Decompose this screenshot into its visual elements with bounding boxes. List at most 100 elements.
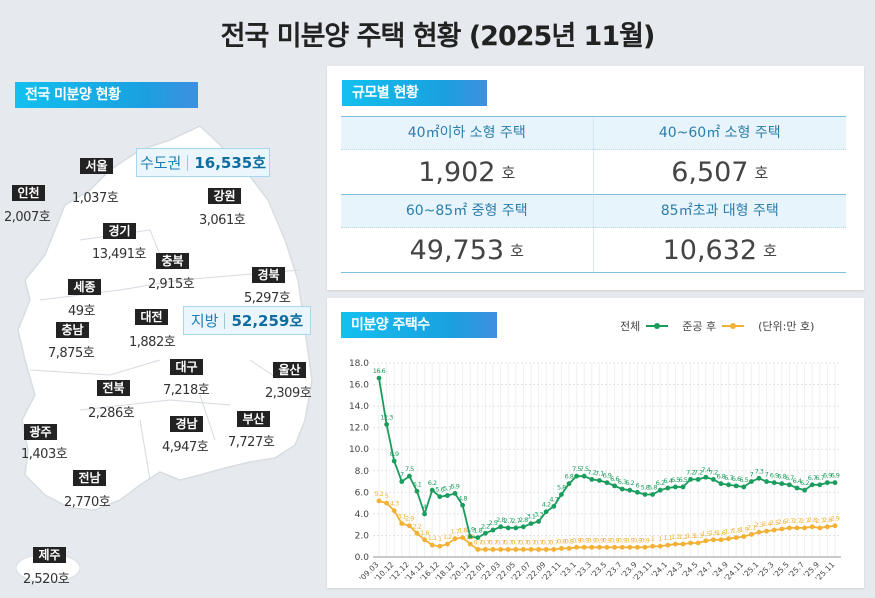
data-point [817,525,823,531]
line-chart: 0.02.04.06.08.010.012.014.016.018.0'09.0… [349,359,841,583]
data-label: 0.7 [519,538,528,546]
legend-marker-total [646,323,669,329]
region-label: 경북 [252,267,285,283]
data-point [391,458,397,464]
data-point [604,544,610,550]
page-title: 전국 미분양 주택 현황 (2025년 11월) [220,21,656,52]
x-tick-label: '24.3 [665,560,685,580]
data-point [749,479,754,484]
data-point [467,541,473,547]
y-tick-label: 6.0 [355,488,370,498]
size-section-header: 규모별 현황 [342,80,487,106]
data-label: 0.9 [625,536,634,544]
data-label: 6.9 [831,472,840,480]
size-label: 40~60㎡ 소형 주택 [593,117,846,150]
data-label: 6 [636,481,640,489]
data-point [597,478,602,483]
data-label: 2.7 [793,517,802,525]
data-point [505,525,511,531]
data-label: 0.7 [504,538,513,546]
data-label: 1.1 [663,534,672,542]
data-point [733,535,739,540]
data-label: 2.7 [511,517,520,525]
region-label: 전북 [97,380,130,396]
size-cell: 40㎡이하 소형 주택 1,902 호 [341,117,594,195]
data-point [559,492,564,497]
data-label: 0.9 [587,536,596,544]
data-point [756,475,762,481]
data-label: 2.5 [770,519,779,527]
x-tick-label: '23.7 [604,560,624,580]
local-area-label: 지방 [190,312,219,330]
data-point [483,530,488,536]
unit: 호 [501,163,516,182]
data-point [718,481,724,487]
data-point [574,544,579,550]
data-label: 2.9 [405,515,414,523]
data-point [376,375,382,381]
data-label: 2.8 [823,516,832,524]
data-point [498,547,503,552]
data-point [483,547,488,552]
y-tick-label: 8.0 [355,467,370,477]
data-point [597,544,602,550]
size-cell: 40~60㎡ 소형 주택 6,507 호 [593,117,846,195]
region-value: 2,770호 [64,495,111,510]
region-label: 경기 [103,223,136,239]
data-label: 1.2 [466,533,475,541]
unit: 호 [754,163,769,182]
data-label: 6.7 [815,474,824,482]
region-value: 7,727호 [228,435,275,450]
data-label: 6.4 [793,477,802,485]
data-point [543,547,549,552]
data-point [825,524,830,530]
data-point [680,484,686,490]
data-point [407,473,412,479]
data-label: 6.9 [603,472,612,480]
data-point [787,482,792,488]
data-point [832,480,838,486]
region-value: 5,297호 [244,291,291,306]
data-label: 7.5 [405,465,414,473]
capital-area-summary: 수도권 16,535호 [136,148,270,177]
data-point [665,485,671,491]
data-point [429,542,435,548]
region-value: 1,403호 [21,447,68,462]
region-value: 2,007호 [4,210,51,225]
data-label: 4.7 [549,495,558,503]
region-label: 충남 [56,322,89,338]
region-label: 충북 [156,253,189,269]
data-point [536,547,541,552]
data-point [711,537,716,543]
data-label: 0.9 [641,536,650,544]
data-point [604,480,610,486]
legend-marker-completed [722,323,745,329]
data-point [414,530,420,536]
data-label: 2.8 [519,516,528,524]
data-label: 7.2 [686,468,695,476]
data-label: 0.7 [489,538,498,546]
data-point [391,508,397,514]
data-point [460,535,465,540]
data-label: 1.6 [709,529,718,537]
size-value: 6,507 [671,156,749,188]
data-label: 2.8 [808,516,817,524]
data-point [688,477,693,482]
y-tick-label: 2.0 [355,531,370,541]
region-value: 1,037호 [72,191,119,206]
x-tick-label: '25.7 [786,560,806,580]
x-tick-label: '25.3 [756,560,776,580]
data-label: 0.7 [534,538,543,546]
data-point [619,544,625,550]
data-label: 1.9 [739,526,748,534]
size-label: 40㎡이하 소형 주택 [341,117,593,150]
data-point [673,541,678,547]
data-label: 1.5 [701,530,710,538]
data-label: 6.2 [656,479,665,487]
y-tick-label: 16.0 [349,381,369,391]
data-label: 1 [438,535,442,543]
data-point [460,502,465,508]
x-tick-label: '24.5 [680,560,700,580]
data-label: 3.1 [397,513,406,521]
data-label: 6.8 [565,473,574,481]
